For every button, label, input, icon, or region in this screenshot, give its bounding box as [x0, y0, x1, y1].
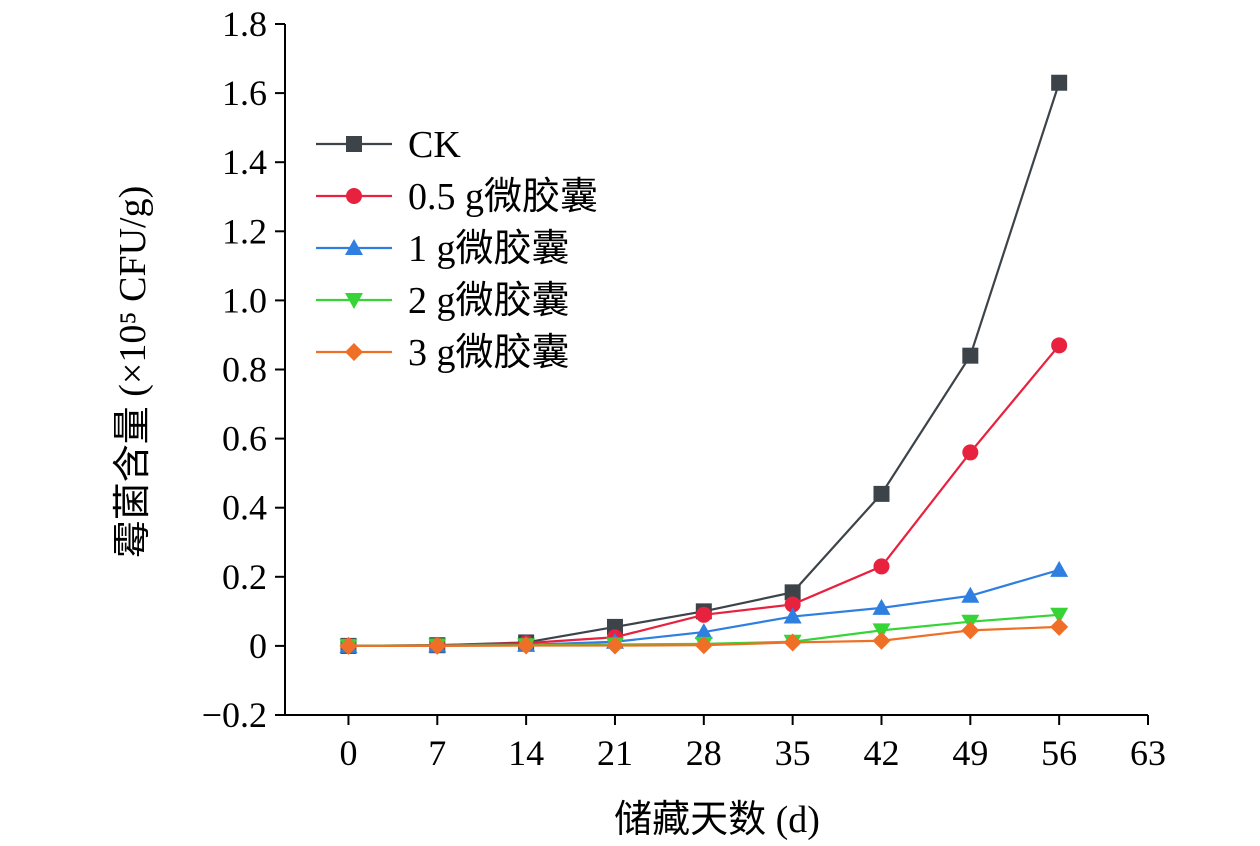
data-point	[1050, 607, 1069, 624]
x-axis-ticks: 0 7 14 21 28 35 42 49 56 63	[339, 715, 1166, 773]
data-point	[339, 636, 358, 655]
legend-label: CK	[408, 124, 461, 166]
y-tick-label: 0	[249, 626, 267, 666]
data-point	[1051, 337, 1068, 354]
legend-marker	[346, 136, 362, 152]
data-point	[695, 606, 712, 623]
data-point	[873, 558, 890, 575]
x-tick-label: 7	[428, 733, 446, 773]
data-point	[872, 631, 891, 650]
y-axis-ticks: −0.2 0 0.2 0.4 0.6 0.8 1.0 1.2 1.4 1.6 1.8	[202, 4, 285, 735]
y-tick-label: 1.2	[222, 211, 267, 251]
data-point	[784, 584, 801, 601]
x-tick-label: 28	[686, 733, 722, 773]
legend-marker	[345, 293, 363, 309]
legend-item: 0.5 g微胶囊	[316, 176, 598, 218]
legend-label: 2 g微胶囊	[408, 280, 570, 322]
legend-label: 1 g微胶囊	[408, 228, 570, 270]
data-point	[1051, 74, 1068, 91]
x-tick-label: 49	[952, 733, 988, 773]
plot-area	[339, 74, 1069, 655]
x-tick-label: 0	[339, 733, 357, 773]
y-tick-label: 0.8	[222, 350, 267, 390]
legend-label: 3 g微胶囊	[408, 332, 570, 374]
legend-label: 0.5 g微胶囊	[408, 176, 598, 218]
data-point	[783, 633, 802, 652]
y-axis-title: 霉菌含量 (×10⁵ CFU/g)	[112, 186, 154, 558]
y-tick-label: 0.2	[222, 557, 267, 597]
x-tick-label: 56	[1041, 733, 1077, 773]
data-point	[694, 623, 713, 640]
data-point	[428, 636, 447, 655]
data-point	[961, 586, 980, 603]
y-tick-label: 1.0	[222, 280, 267, 320]
y-tick-label: 1.8	[222, 4, 267, 44]
legend-item: CK	[316, 124, 461, 166]
y-tick-label: 1.6	[222, 73, 267, 113]
y-tick-label: −0.2	[202, 695, 267, 735]
legend-item: 2 g微胶囊	[316, 280, 570, 322]
data-point	[784, 596, 801, 613]
x-tick-label: 42	[863, 733, 899, 773]
data-point	[694, 636, 713, 655]
data-point	[783, 607, 802, 624]
data-point	[517, 636, 536, 655]
x-tick-label: 21	[597, 733, 633, 773]
x-tick-label: 35	[775, 733, 811, 773]
data-point	[1050, 560, 1069, 577]
legend-item: 3 g微胶囊	[316, 332, 570, 374]
x-tick-label: 14	[508, 733, 544, 773]
data-point	[962, 444, 979, 461]
legend-marker	[345, 239, 363, 255]
series-line	[348, 344, 1061, 647]
x-tick-label: 63	[1130, 733, 1166, 773]
data-point	[1050, 617, 1069, 636]
data-point	[872, 623, 891, 640]
data-point	[873, 485, 890, 502]
legend-marker	[346, 188, 362, 204]
data-point	[872, 598, 891, 615]
series-4	[339, 617, 1069, 655]
legend-item: 1 g微胶囊	[316, 228, 570, 270]
y-tick-label: 0.4	[222, 488, 267, 528]
y-tick-label: 1.4	[222, 142, 267, 182]
data-point	[962, 347, 979, 364]
data-point	[605, 636, 624, 655]
legend: CK 0.5 g微胶囊 1 g微胶囊 2 g微胶囊 3 g微胶囊	[316, 124, 598, 374]
x-axis-title: 储藏天数 (d)	[614, 799, 820, 841]
data-point	[961, 621, 980, 640]
legend-marker	[345, 343, 363, 361]
y-tick-label: 0.6	[222, 419, 267, 459]
